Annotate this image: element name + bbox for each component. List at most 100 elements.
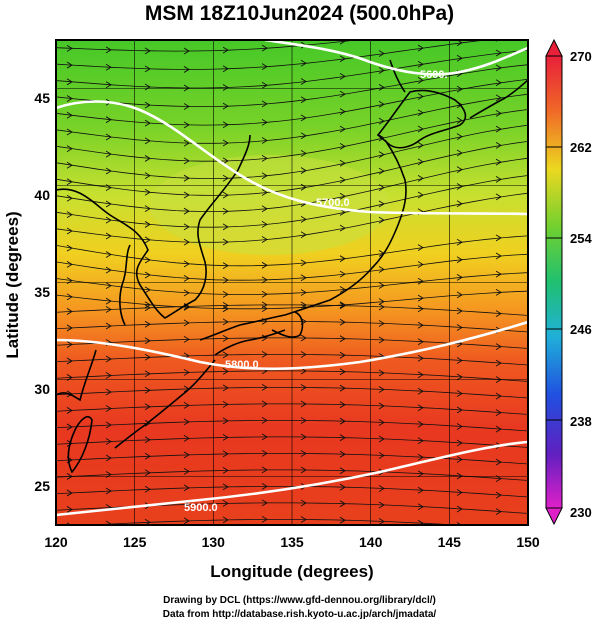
y-tick-label: 30 xyxy=(34,381,50,397)
streamline-arrow xyxy=(339,368,346,376)
streamline-arrow xyxy=(339,401,346,409)
streamline-arrow xyxy=(378,303,385,311)
streamline-arrow xyxy=(183,66,190,73)
streamline-arrow xyxy=(66,78,73,86)
streamline-arrow xyxy=(417,420,424,428)
streamline-arrow xyxy=(183,157,190,165)
streamline-arrow xyxy=(105,306,112,313)
streamline-arrow xyxy=(417,44,424,52)
colorbar-bottom-arrow xyxy=(545,507,563,526)
y-tick-label: 25 xyxy=(34,478,50,494)
streamline-arrow xyxy=(378,435,385,443)
streamline-arrow xyxy=(105,46,112,54)
streamline-arrow xyxy=(339,301,346,309)
streamline-arrow xyxy=(66,128,73,136)
streamline-arrow xyxy=(144,271,151,279)
streamline-arrow xyxy=(66,61,73,69)
lat-lon-grid xyxy=(56,40,528,525)
streamline-arrow xyxy=(417,453,424,461)
streamline-arrow xyxy=(300,259,307,267)
streamline-arrow xyxy=(66,44,73,52)
streamline-arrow xyxy=(417,191,424,199)
streamline-arrow xyxy=(261,100,268,108)
streamline-arrow xyxy=(222,157,229,165)
streamline-arrow xyxy=(535,445,540,451)
streamline-arrow xyxy=(495,491,502,499)
streamline-arrow xyxy=(183,238,190,246)
streamline-arrow xyxy=(144,469,151,477)
streamline-arrow xyxy=(261,334,268,342)
streamline-arrow xyxy=(183,275,190,282)
streamline-arrow xyxy=(339,142,346,150)
streamline-arrow xyxy=(222,434,229,441)
streamline-arrow xyxy=(495,49,502,57)
streamline-arrow xyxy=(456,256,463,264)
streamline-arrow xyxy=(417,437,424,445)
streamline-arrow xyxy=(183,517,190,525)
streamline-arrow xyxy=(66,324,73,332)
streamline-arrow xyxy=(300,334,307,342)
streamline-arrow xyxy=(66,506,73,513)
streamline-arrow xyxy=(222,223,229,231)
streamline-arrow xyxy=(261,351,268,358)
streamline-arrow xyxy=(495,508,502,515)
streamline-arrow xyxy=(535,478,540,484)
streamline-arrow xyxy=(535,412,540,418)
streamline-arrow xyxy=(339,434,346,442)
streamline-arrow xyxy=(417,404,424,412)
streamline-arrow xyxy=(495,109,502,117)
streamline-arrow xyxy=(495,252,502,260)
streamline-arrow xyxy=(339,73,346,80)
streamline-arrow xyxy=(105,454,112,462)
streamline-arrow xyxy=(300,78,307,85)
streamline-arrow xyxy=(144,83,151,91)
streamline-arrow xyxy=(222,401,229,408)
streamline-arrow xyxy=(144,236,151,244)
streamline-arrow xyxy=(105,487,112,495)
streamline-arrow xyxy=(222,238,229,246)
streamline-arrow xyxy=(417,294,424,302)
streamline-arrow xyxy=(261,261,268,269)
streamline-arrow xyxy=(378,402,385,410)
colorbar-tick-label: 246 xyxy=(570,322,592,337)
streamline-arrow xyxy=(222,467,229,474)
streamline-arrow xyxy=(183,174,190,182)
streamline-arrow xyxy=(495,425,502,433)
streamline-arrow xyxy=(261,466,268,474)
streamline-arrow xyxy=(456,522,463,525)
streamline-arrow xyxy=(495,288,502,296)
streamline-arrow xyxy=(222,291,229,298)
streamline-arrow xyxy=(261,236,268,243)
streamline-arrow xyxy=(222,351,229,359)
streamline-arrow xyxy=(66,423,73,431)
streamline-arrow xyxy=(105,216,112,224)
colorbar: 270 262 254 246 238 230 xyxy=(545,38,592,526)
streamline-arrow xyxy=(183,260,190,268)
streamline-arrow xyxy=(66,407,73,414)
streamline-arrow xyxy=(222,483,229,491)
streamline-arrow xyxy=(495,94,502,102)
streamline-arrow xyxy=(105,116,112,124)
streamline-arrow xyxy=(417,261,424,268)
streamline-arrow xyxy=(339,302,346,310)
streamline-arrow xyxy=(144,172,151,179)
streamline-arrow xyxy=(535,154,540,160)
streamline-arrow xyxy=(339,335,346,343)
colorbar-tick-label: 262 xyxy=(570,140,592,155)
x-tick-label: 120 xyxy=(44,534,68,550)
streamline-arrow xyxy=(378,298,385,305)
streamline-arrow xyxy=(339,108,346,116)
streamline-arrow xyxy=(222,318,229,326)
streamline-arrow xyxy=(66,244,73,252)
streamline-arrow xyxy=(183,289,190,297)
streamline-arrow xyxy=(66,308,73,315)
streamline-arrow xyxy=(417,277,424,285)
streamline-arrow xyxy=(300,433,307,441)
streamline-arrow xyxy=(535,232,540,238)
streamline-arrow xyxy=(66,489,73,497)
streamline-arrow xyxy=(378,419,385,426)
streamline-arrow xyxy=(300,450,307,457)
streamline-arrow xyxy=(535,528,540,534)
streamline-arrow xyxy=(300,289,307,296)
streamline-arrow xyxy=(535,75,540,81)
